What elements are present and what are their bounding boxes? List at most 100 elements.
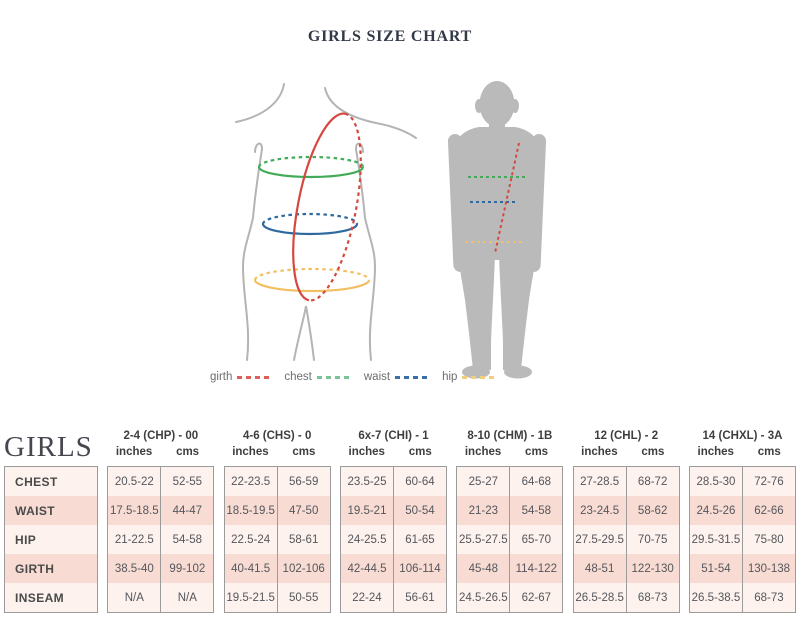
table-cell: 26.5-38.5 <box>690 583 743 612</box>
table-row: 25-27 64-68 <box>457 467 563 496</box>
hip-ellipse <box>253 267 371 293</box>
chest-ellipse <box>257 155 365 179</box>
table-cell: 54-58 <box>521 504 552 517</box>
unit-header-cms: cms <box>408 446 432 458</box>
table-row: 24.5-26 62-66 <box>689 496 795 525</box>
legend-item-hip: hip <box>442 371 496 383</box>
row-label-box: CHEST WAIST HIP GIRTH INSEAM <box>4 466 98 613</box>
table-cell: 48-51 <box>574 554 627 583</box>
girth-line <box>494 142 520 254</box>
table-row: 19.5-21 50-54 <box>340 496 446 525</box>
legend-label-chest: chest <box>284 371 312 383</box>
table-cell: N/A <box>108 583 162 612</box>
silhouette-measurement-lines <box>465 142 525 254</box>
unit-header-cms: cms <box>757 446 781 458</box>
table-cell: 61-65 <box>405 533 435 546</box>
waist-dash-icon <box>395 375 429 379</box>
size-group-title: 4-6 (CHS) - 0 <box>242 430 312 442</box>
table-cell: 24.5-26.5 <box>457 583 511 612</box>
unit-header-inches: inches <box>464 446 502 458</box>
table-row: 25.5-27.5 65-70 <box>457 525 563 554</box>
unit-header-cms: cms <box>641 446 665 458</box>
table-cell: 20.5-22 <box>108 467 162 496</box>
size-group-6x-7-chi: 6x-7 (CHI) - 1 inches cms 23.5-25 60-64 … <box>339 428 447 613</box>
hip-dash-icon <box>462 375 496 379</box>
table-cell: 56-59 <box>288 475 319 488</box>
page-title: GIRLS SIZE CHART <box>307 28 473 45</box>
table-cell: 68-73 <box>637 591 668 604</box>
table-row: 27-28.5 68-72 <box>573 467 679 496</box>
table-cell: 38.5-40 <box>108 554 162 583</box>
row-label-waist: WAIST <box>5 496 97 525</box>
table-row: 48-51 122-130 <box>573 554 679 583</box>
table-row: 26.5-38.5 68-73 <box>689 583 795 612</box>
table-cell: 72-76 <box>754 475 784 488</box>
size-group-14-chxl: 14 (CHXL) - 3A inches cms 28.5-30 72-76 … <box>688 428 796 613</box>
table-cell: 23.5-25 <box>341 467 394 496</box>
table-cell: 106-114 <box>399 562 441 575</box>
table-row: 29.5-31.5 75-80 <box>689 525 795 554</box>
row-label-hip: HIP <box>5 525 97 554</box>
unit-header-inches: inches <box>697 446 734 458</box>
table-cell: 21-23 <box>457 496 511 525</box>
table-row: 23-24.5 58-62 <box>573 496 679 525</box>
table-cell: 50-55 <box>288 591 319 604</box>
unit-header-cms: cms <box>176 446 200 458</box>
legend-label-hip: hip <box>442 371 458 383</box>
size-group-8-10-chm: 8-10 (CHM) - 1B inches cms 25-27 64-68 2… <box>456 428 564 613</box>
torso-measurement-figure <box>235 83 417 361</box>
table-cell: 23-24.5 <box>574 496 627 525</box>
table-row: 18.5-19.5 47-50 <box>224 496 330 525</box>
table-row: 38.5-40 99-102 <box>108 554 214 583</box>
size-group-12-chl: 12 (CHL) - 2 inches cms 27-28.5 68-72 23… <box>572 428 680 613</box>
torso-outline <box>235 83 417 361</box>
table-cell: 70-75 <box>637 533 668 546</box>
table-cell: 60-64 <box>405 475 435 488</box>
table-cell: 42-44.5 <box>341 554 394 583</box>
table-row: 20.5-22 52-55 <box>108 467 214 496</box>
table-cell: 28.5-30 <box>690 467 743 496</box>
table-cell: 21-22.5 <box>108 525 162 554</box>
size-group-title: 6x-7 (CHI) - 1 <box>358 430 429 442</box>
table-cell: 24.5-26 <box>690 496 743 525</box>
table-row: 21-22.5 54-58 <box>108 525 214 554</box>
table-corner-label: GIRLS <box>4 430 93 463</box>
table-cell: 56-61 <box>405 591 435 604</box>
table-row: 42-44.5 106-114 <box>340 554 446 583</box>
table-cell: 47-50 <box>288 504 319 517</box>
table-cell: 130-138 <box>747 562 791 575</box>
table-cell: 19.5-21 <box>341 496 394 525</box>
unit-header-inches: inches <box>581 446 618 458</box>
table-row: 21-23 54-58 <box>457 496 563 525</box>
table-row: 27.5-29.5 70-75 <box>573 525 679 554</box>
table-cell: 19.5-21.5 <box>225 583 278 612</box>
table-cell: 62-66 <box>754 504 784 517</box>
table-row: 22-24 56-61 <box>340 583 446 612</box>
measurement-legend: girth chest waist hip <box>210 371 496 383</box>
table-cell: 22-24 <box>341 583 394 612</box>
table-row: 28.5-30 72-76 <box>689 467 795 496</box>
table-cell: 54-58 <box>172 533 203 546</box>
legend-item-waist: waist <box>364 371 429 383</box>
table-cell: 68-73 <box>754 591 784 604</box>
table-cell: 40-41.5 <box>225 554 278 583</box>
table-cell: 27-28.5 <box>574 467 627 496</box>
table-cell: 58-61 <box>288 533 319 546</box>
table-cell: 52-55 <box>172 475 203 488</box>
girth-dash-icon <box>237 375 271 379</box>
table-cell: 25.5-27.5 <box>457 525 511 554</box>
size-group-title: 2-4 (CHP) - 00 <box>123 430 199 442</box>
table-cell: 99-102 <box>169 562 206 575</box>
girth-ellipse <box>292 112 362 302</box>
unit-header-cms: cms <box>525 446 549 458</box>
child-silhouette-figure <box>447 81 547 379</box>
row-label-chest: CHEST <box>5 467 97 496</box>
table-cell: 25-27 <box>457 467 511 496</box>
table-cell: 51-54 <box>690 554 743 583</box>
table-cell: 114-122 <box>515 562 557 575</box>
table-row: 26.5-28.5 68-73 <box>573 583 679 612</box>
table-row: 40-41.5 102-106 <box>224 554 330 583</box>
table-cell: N/A <box>177 591 197 604</box>
chest-dash-icon <box>316 375 350 379</box>
table-row: 24-25.5 61-65 <box>340 525 446 554</box>
